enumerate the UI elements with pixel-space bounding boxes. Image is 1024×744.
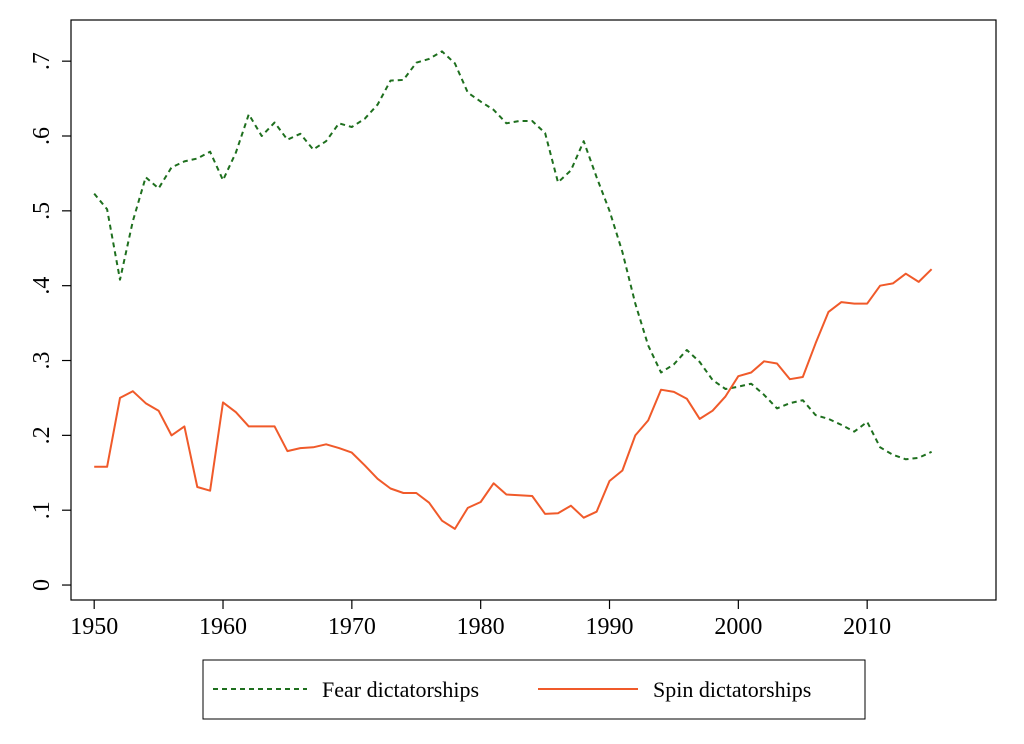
x-tick-label: 1990 [586,614,634,640]
y-tick-label: .5 [29,202,55,220]
series-line-fear [94,51,931,459]
y-tick-label: .4 [29,277,55,295]
plot-frame [71,20,996,600]
x-tick-label: 1970 [328,614,376,640]
x-tick-label: 1980 [457,614,505,640]
legend: Fear dictatorships Spin dictatorships [203,660,865,719]
series-line-spin [94,269,931,529]
x-tick-label: 2000 [714,614,762,640]
x-tick-label: 1960 [199,614,247,640]
x-tick-label: 1950 [70,614,118,640]
y-tick-label: .6 [29,127,55,145]
y-tick-label: .1 [29,501,55,519]
y-axis: 0 .1 .2 .3 .4 .5 .6 .7 [29,52,71,591]
x-tick-label: 2010 [843,614,891,640]
legend-label-spin: Spin dictatorships [653,677,811,702]
y-tick-label: 0 [29,579,55,591]
legend-label-fear: Fear dictatorships [322,677,479,702]
y-tick-label: .3 [29,352,55,370]
y-tick-label: .2 [29,426,55,444]
x-axis: 1950 1960 1970 1980 1990 2000 2010 [70,600,891,640]
series-layer [94,51,931,529]
y-tick-label: .7 [29,52,55,70]
